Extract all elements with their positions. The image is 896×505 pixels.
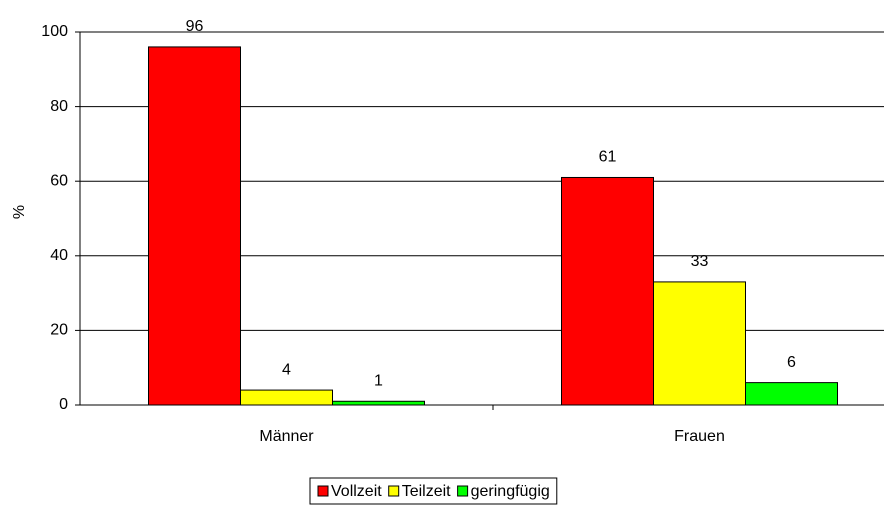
data-label: 61 [599, 149, 617, 166]
data-label: 1 [374, 372, 383, 389]
bar [148, 46, 241, 406]
legend-swatch [457, 485, 469, 497]
y-tick-label: 100 [41, 23, 68, 40]
data-label: 6 [787, 354, 796, 371]
y-tick-label: 0 [59, 396, 68, 413]
legend [309, 477, 558, 505]
y-axis-label: % [11, 205, 28, 219]
data-label: 33 [691, 253, 709, 270]
bar [653, 281, 746, 406]
y-tick-label: 20 [50, 322, 68, 339]
legend-label: geringfügig [471, 483, 550, 500]
x-tick-label: Männer [259, 428, 314, 445]
legend-label: Teilzeit [402, 483, 451, 500]
bar [561, 176, 654, 406]
y-tick-label: 40 [50, 247, 68, 264]
bar [332, 400, 425, 406]
bar [240, 389, 333, 406]
bar [745, 382, 838, 406]
data-label: 4 [282, 361, 291, 378]
y-tick-label: 60 [50, 172, 68, 189]
legend-swatch [388, 485, 400, 497]
x-tick-label: Frauen [674, 428, 725, 445]
legend-label: Vollzeit [331, 483, 382, 500]
legend-swatch [317, 485, 329, 497]
y-tick-label: 80 [50, 98, 68, 115]
data-label: 96 [186, 18, 204, 35]
